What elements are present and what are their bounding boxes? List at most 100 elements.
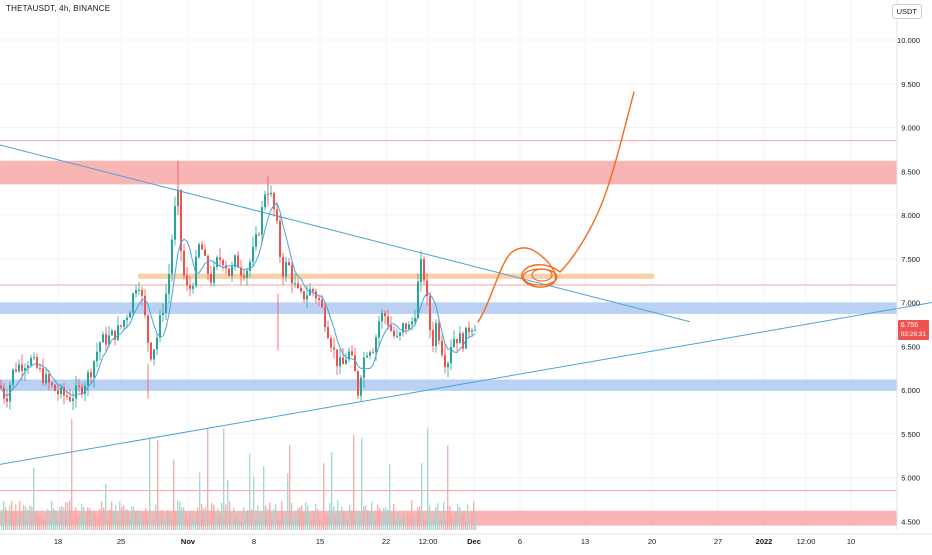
volume-bar [191,510,193,530]
candle-body [288,262,290,266]
candle-body [435,322,437,346]
candle-body [195,256,197,287]
volume-bar [349,505,351,530]
volume-bar [193,521,195,530]
volume-bar [179,501,181,530]
candle-body [378,321,380,338]
volume-bar [111,501,113,530]
candle-body [30,357,32,366]
volume-bar [109,509,111,530]
volume-bar [359,511,361,530]
volume-bar [127,509,129,530]
volume-bar [315,503,317,530]
volume-bar [105,483,107,530]
candle-body [6,398,8,402]
zone-resistance [0,510,897,526]
candle-body [354,355,356,372]
volume-bar [77,517,79,530]
volume-bar [337,500,339,530]
candle-body [366,355,368,358]
forecast-drawing[interactable] [477,91,635,323]
candle-body [330,338,332,348]
volume-bar [329,503,331,530]
volume-bar [43,519,45,530]
volume-bar [95,515,97,530]
zone-resistance [0,160,897,185]
volume-bar [115,505,117,530]
price-tick-label: 6.000 [901,386,920,395]
zone-support [0,379,897,391]
volume-bar [85,518,87,530]
volume-bar [417,507,419,530]
volume-bar [377,504,379,530]
volume-bar [399,515,401,530]
time-axis[interactable]: 18 25 Nov 8 15 22 12:00 Dec 6 13 20 27 2022 12:00 10 [0,533,932,546]
candle-body [282,256,284,277]
candle-body [252,246,254,262]
volume-bar [117,519,119,530]
volume-bar [147,518,149,530]
volume-bar [367,509,369,530]
candle-body [369,351,371,356]
volume-bar [369,511,371,530]
volume-bar [413,517,415,530]
candle-body [183,250,185,276]
candle-body [165,293,167,313]
candle-body [96,351,98,362]
volume-bar [51,501,53,530]
volume-bar [131,506,133,530]
last-price-label: 6.756 03:26:31 [897,320,929,340]
candle-body [372,351,374,353]
volume-bar [351,510,353,530]
volume-bar [45,520,47,530]
candle-body [123,320,125,327]
candle-body [261,207,263,235]
candle-body [138,289,140,291]
candle-body [216,257,218,267]
ma-line [0,202,476,397]
volume-bar [103,507,105,530]
volume-bar [459,507,461,530]
moving-average [0,202,476,397]
volume-bar [53,508,55,530]
volume-bar [381,519,383,530]
volume-bar [183,507,185,530]
volume-bar [299,507,301,530]
candle-body [279,220,281,257]
candle-body [390,325,392,331]
volume-bar [75,507,77,530]
time-tick-label: 2022 [756,537,773,546]
volume-bar [153,518,155,530]
volume-bar [257,505,259,530]
volume-bar [427,428,429,530]
candle-body [243,275,245,278]
price-tick-label: 9.000 [901,124,920,133]
candle-body [75,385,77,399]
candle-body [102,334,104,343]
candle-body [375,337,377,353]
candle-body [324,307,326,328]
currency-badge[interactable]: USDT [891,4,922,19]
candle-body [15,369,17,372]
volume-bar [159,515,161,530]
volume-bar [471,514,473,530]
volume-bar [49,520,51,530]
candle-body [264,194,266,208]
volume-bar [401,519,403,530]
candle-body [108,335,110,345]
volume-bar [217,508,219,530]
volume-bar [283,517,285,530]
time-tick-label: 18 [54,537,62,546]
volume-bar [241,521,243,530]
volume-bar [27,509,29,530]
candle-body [345,359,347,365]
volume-bar [245,513,247,530]
volume-bar [281,501,283,530]
volume-bar [239,521,241,530]
price-axis[interactable]: 10.000 9.500 9.000 8.500 8.000 7.500 7.000 6.50… [896,0,920,530]
candle-body [69,396,71,402]
candle-body [27,365,29,369]
volume-bar [175,511,177,530]
